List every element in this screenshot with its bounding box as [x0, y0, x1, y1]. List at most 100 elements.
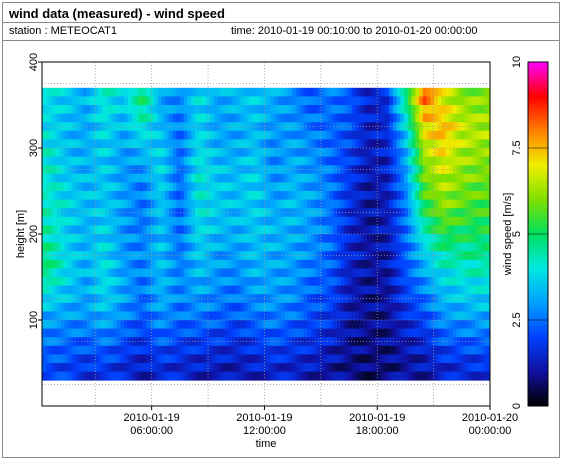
heatmap-cell [228, 345, 233, 355]
heatmap-cell [336, 130, 342, 140]
heatmap-cell [456, 113, 461, 123]
heatmap-cell [445, 268, 450, 278]
y-tick-label: 400 [28, 53, 40, 71]
heatmap-cell [146, 251, 151, 261]
heatmap-cell [415, 182, 420, 192]
heatmap-cell [329, 337, 334, 347]
heatmap-cell [221, 345, 226, 355]
heatmap-cell [299, 268, 304, 278]
heatmap-cell [213, 182, 218, 192]
heatmap-cell [396, 122, 401, 132]
heatmap-cell [381, 234, 386, 243]
heatmap-cell [243, 311, 248, 321]
heatmap-cell [56, 199, 62, 209]
heatmap-cell [269, 311, 274, 321]
heatmap-cell [422, 130, 427, 140]
heatmap-cell [355, 225, 360, 235]
heatmap-cell [172, 182, 177, 192]
heatmap-cell [94, 156, 99, 166]
heatmap-cell [419, 345, 424, 355]
heatmap-cell [396, 105, 401, 114]
heatmap-cell [333, 242, 338, 252]
heatmap-cell [198, 259, 203, 269]
heatmap-cell [157, 113, 162, 123]
heatmap-cell [187, 354, 192, 364]
heatmap-cell [236, 156, 241, 166]
heatmap-cell [437, 277, 442, 286]
heatmap-cell [307, 105, 312, 114]
heatmap-cell [273, 320, 278, 329]
heatmap-cell [407, 277, 412, 286]
heatmap-cell [404, 199, 409, 209]
heatmap-cell [266, 328, 271, 338]
heatmap-cell [322, 199, 327, 209]
heatmap-cell [64, 242, 69, 252]
heatmap-cell [307, 225, 312, 235]
heatmap-cell [437, 182, 442, 192]
heatmap-cell [112, 96, 118, 106]
heatmap-cell [150, 251, 155, 261]
heatmap-cell [146, 148, 151, 157]
heatmap-cell [463, 156, 468, 166]
heatmap-cell [71, 216, 76, 226]
heatmap-cell [269, 191, 274, 200]
heatmap-cell [60, 251, 65, 261]
heatmap-cell [471, 165, 476, 175]
heatmap-cell [407, 165, 412, 175]
heatmap-cell [206, 122, 211, 132]
heatmap-cell [310, 182, 315, 192]
heatmap-cell [400, 225, 405, 235]
heatmap-cell [79, 182, 84, 192]
heatmap-cell [183, 87, 188, 97]
heatmap-cell [131, 87, 136, 97]
heatmap-cell [318, 363, 323, 372]
heatmap-cell [322, 328, 327, 338]
heatmap-cell [172, 354, 177, 364]
heatmap-cell [254, 363, 259, 372]
heatmap-cell [363, 234, 368, 243]
heatmap-cell [359, 311, 364, 321]
heatmap-cell [251, 148, 256, 157]
heatmap-cell [217, 371, 222, 381]
heatmap-cell [303, 337, 308, 347]
heatmap-cell [90, 354, 95, 364]
heatmap-cell [269, 208, 274, 218]
heatmap-cell [307, 320, 312, 329]
heatmap-cell [482, 251, 487, 261]
heatmap-cell [348, 337, 353, 347]
heatmap-cell [45, 259, 50, 269]
heatmap-cell [486, 216, 491, 226]
heatmap-cell [45, 165, 50, 175]
heatmap-cell [198, 87, 203, 97]
heatmap-cell [176, 302, 181, 312]
heatmap-cell [243, 345, 248, 355]
heatmap-cell [135, 96, 140, 106]
heatmap-cell [426, 122, 431, 132]
heatmap-cell [359, 148, 364, 157]
heatmap-cell [307, 148, 312, 157]
heatmap-cell [127, 182, 132, 192]
heatmap-cell [415, 328, 420, 338]
heatmap-cell [135, 320, 140, 329]
heatmap-cell [404, 277, 409, 286]
heatmap-cell [183, 277, 188, 286]
heatmap-cell [288, 87, 293, 97]
heatmap-cell [187, 96, 192, 106]
heatmap-cell [172, 345, 177, 355]
heatmap-cell [45, 320, 50, 329]
heatmap-cell [75, 130, 80, 140]
heatmap-cell [210, 130, 215, 140]
heatmap-cell [150, 242, 155, 252]
heatmap-cell [366, 96, 371, 106]
heatmap-cell [392, 208, 398, 218]
heatmap-cell [120, 345, 125, 355]
heatmap-cell [407, 259, 412, 269]
heatmap-cell [269, 363, 274, 372]
heatmap-cell [303, 148, 308, 157]
heatmap-cell [273, 328, 278, 338]
heatmap-cell [90, 371, 95, 381]
heatmap-cell [318, 285, 323, 295]
heatmap-cell [284, 122, 289, 132]
heatmap-cell [363, 354, 368, 364]
heatmap-cell [366, 337, 371, 347]
